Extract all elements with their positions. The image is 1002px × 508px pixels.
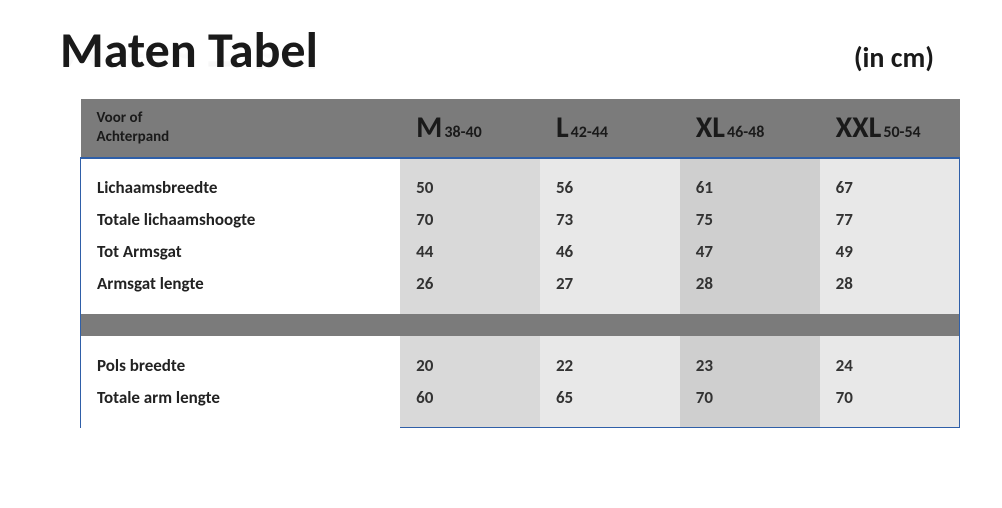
size-sub: 42-44 [571,123,608,142]
cell: 23 [680,350,820,382]
page-title: Maten Tabel [60,20,318,81]
cell: 27 [540,268,680,300]
size-table: Voor of Achterpand M38-40 L42-44 XL46-48… [80,99,960,428]
size-sub: 38-40 [444,123,481,142]
header-rowlabel-line1: Voor of [97,109,143,127]
size-sub: 50-54 [883,123,920,142]
cell: 75 [680,204,820,236]
cell: 61 [680,172,820,204]
row-label: Tot Armsgat [81,236,401,268]
cell: 67 [820,172,960,204]
table-row: Lichaamsbreedte 50 56 61 67 [81,172,960,204]
size-main: L [556,109,569,146]
table-row: Pols breedte 20 22 23 24 [81,350,960,382]
table-row: Armsgat lengte 26 27 28 28 [81,268,960,300]
table-row: Tot Armsgat 44 46 47 49 [81,236,960,268]
cell: 49 [820,236,960,268]
section-divider [81,314,960,336]
cell: 26 [400,268,540,300]
cell: 65 [540,382,680,414]
cell: 47 [680,236,820,268]
cell: 70 [680,382,820,414]
row-label: Armsgat lengte [81,268,401,300]
table-row: Totale lichaamshoogte 70 73 75 77 [81,204,960,236]
cell: 60 [400,382,540,414]
col-header-m: M38-40 [400,99,540,158]
cell: 24 [820,350,960,382]
cell: 70 [820,382,960,414]
row-label: Totale lichaamshoogte [81,204,401,236]
row-label: Pols breedte [81,350,401,382]
header-rowlabel-line2: Achterpand [97,128,170,146]
size-main: XL [696,109,725,146]
header-rowlabel: Voor of Achterpand [81,99,401,158]
cell: 56 [540,172,680,204]
row-label: Totale arm lengte [81,382,401,414]
col-header-xxl: XXL50-54 [820,99,960,158]
table-row: Totale arm lengte 60 65 70 70 [81,382,960,414]
cell: 73 [540,204,680,236]
col-header-l: L42-44 [540,99,680,158]
unit-label: (in cm) [854,40,934,75]
cell: 50 [400,172,540,204]
cell: 77 [820,204,960,236]
cell: 22 [540,350,680,382]
cell: 28 [680,268,820,300]
cell: 44 [400,236,540,268]
cell: 28 [820,268,960,300]
cell: 20 [400,350,540,382]
cell: 70 [400,204,540,236]
col-header-xl: XL46-48 [680,99,820,158]
row-label: Lichaamsbreedte [81,172,401,204]
cell: 46 [540,236,680,268]
size-main: M [416,109,442,146]
table-body: Lichaamsbreedte 50 56 61 67 Totale licha… [81,158,960,428]
size-sub: 46-48 [727,123,764,142]
size-main: XXL [836,109,882,146]
